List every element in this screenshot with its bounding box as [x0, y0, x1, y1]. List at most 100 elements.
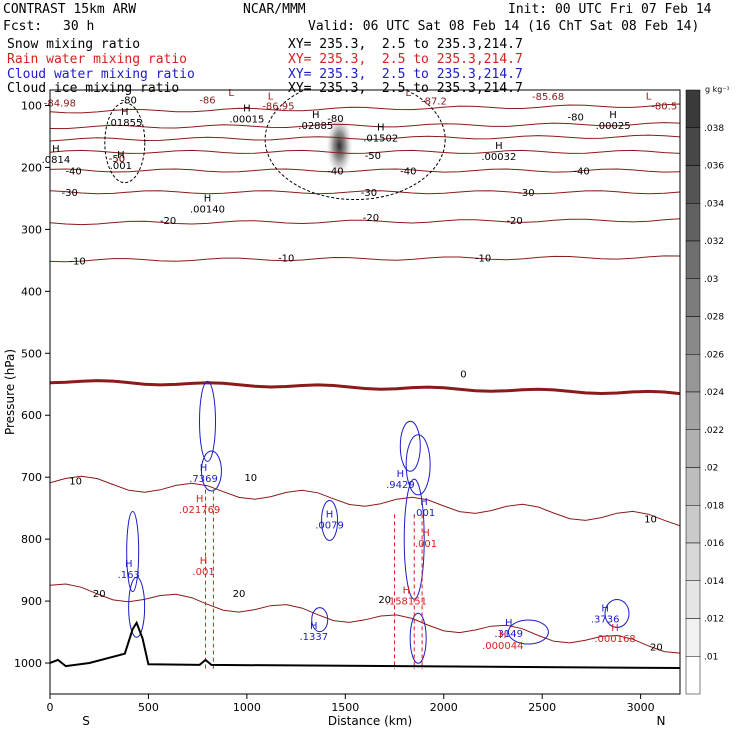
cloud-water-contour: [311, 607, 329, 633]
isotherm-label: 20: [378, 595, 391, 606]
plot-frame: [49, 89, 681, 695]
snow-shading: [326, 115, 353, 176]
x-tick-label: 2000: [430, 701, 458, 714]
colorbar-tick-label: .034: [704, 199, 724, 209]
extremum-value: .7369: [189, 474, 218, 485]
cloud-water-contour: [405, 434, 431, 496]
extremum-value: .01502: [363, 133, 398, 144]
isotherm-label: -20: [160, 216, 176, 227]
high-marker: H: [601, 604, 609, 615]
valid-time: Valid: 06 UTC Sat 08 Feb 14 (16 ChT Sat …: [308, 19, 700, 34]
isotherm-label: -50: [109, 154, 125, 165]
isotherm-line: [50, 379, 680, 396]
colorbar-swatch: [685, 505, 701, 544]
x-end-left: S: [82, 714, 90, 728]
x-tick-label: 3000: [627, 701, 655, 714]
extremum-value: .3736: [591, 615, 620, 626]
isotherm-label: -40: [65, 167, 81, 178]
high-marker: H: [312, 110, 320, 121]
init-time: Init: 00 UTC Fri 07 Feb 14: [508, 2, 712, 17]
extremum-value: .0079: [315, 520, 344, 531]
colorbar-tick-label: .03: [704, 275, 718, 285]
y-tick-label: 1000: [14, 657, 42, 670]
colorbar-tick-label: .02: [704, 464, 718, 474]
y-tick-label: 700: [21, 471, 42, 484]
isotherm-label: -30: [518, 188, 534, 199]
legend-snow-xy: XY= 235.3, 2.5 to 235.3,214.7: [288, 37, 523, 52]
terrain-line: [50, 620, 680, 669]
isotherm-label: -86: [199, 95, 215, 106]
extremum-value: .0814: [42, 155, 71, 166]
isotherm-label: -20: [363, 213, 379, 224]
x-end-right: N: [657, 714, 666, 728]
isotherm-label: -86.95: [262, 101, 294, 112]
x-tick-label: 0: [47, 701, 54, 714]
extremum-value: .001: [192, 567, 214, 578]
isotherm-line: [50, 134, 680, 142]
colorbar: .038 .036 .034 .032 .03 .028 .026 .024 .022 .02 .0…: [685, 89, 724, 695]
cloud-water-contour: [321, 500, 339, 542]
high-marker: H: [505, 618, 513, 629]
high-marker: H: [403, 586, 411, 597]
high-marker: H: [204, 194, 212, 205]
colorbar-tick-label: .032: [704, 237, 724, 247]
high-marker: H: [121, 107, 129, 118]
x-axis-title: Distance (km): [328, 714, 412, 728]
high-marker: H: [117, 150, 125, 161]
extremum-value: .021769: [179, 505, 220, 516]
colorbar-tick-label: .016: [704, 539, 724, 549]
x-tick-label: 2500: [528, 701, 556, 714]
isotherm-label: -87.2: [421, 97, 447, 108]
high-marker: H: [243, 104, 251, 115]
isotherm-line: [50, 103, 680, 114]
high-marker: H: [499, 630, 507, 641]
isotherm-label: -30: [361, 188, 377, 199]
isotherm-label: -80.5: [651, 101, 677, 112]
colorbar-tick-label: .012: [704, 615, 724, 625]
colorbar-swatch: [685, 391, 701, 430]
isotherm-line: [50, 122, 680, 130]
low-marker: L: [228, 88, 234, 99]
y-tick-label: 200: [21, 161, 42, 174]
cloud-water-contour: [199, 380, 216, 462]
colorbar-swatch: [685, 316, 701, 355]
y-tick-label: 400: [21, 285, 42, 298]
colorbar-tick-label: .014: [704, 577, 724, 587]
y-tick-label: 600: [21, 409, 42, 422]
high-marker: H: [422, 528, 430, 539]
extremum-value: .001: [110, 161, 132, 172]
extremum-value: .9429: [386, 480, 415, 491]
isotherm-label: -50: [109, 154, 125, 165]
extremum-value: .00032: [481, 152, 516, 163]
isotherm-line: [50, 149, 680, 154]
high-marker: H: [326, 509, 334, 520]
high-marker: H: [495, 141, 503, 152]
colorbar-tick-label: .038: [704, 124, 724, 134]
high-marker: H: [377, 122, 385, 133]
extremum-value: .01855: [107, 118, 142, 129]
extremum-value: .02885: [298, 121, 333, 132]
colorbar-tick-label: .026: [704, 350, 724, 360]
y-tick-label: 300: [21, 223, 42, 236]
isotherm-label: 20: [650, 642, 663, 653]
isotherm-label: 20: [93, 589, 106, 600]
high-marker: H: [125, 559, 133, 570]
isotherm-label: 10: [244, 473, 257, 484]
extremum-value: .000168: [594, 634, 635, 645]
high-marker: H: [397, 469, 405, 480]
high-marker: H: [200, 463, 208, 474]
isotherm-label: -40: [400, 167, 416, 178]
extremum-value: .3149: [494, 629, 523, 640]
cloud-water-contour: [126, 511, 140, 593]
cloud-water-contour: [604, 598, 630, 628]
extremum-value: .00015: [229, 115, 264, 126]
colorbar-tick-label: .028: [704, 313, 724, 323]
isotherm-line: [50, 168, 680, 173]
isotherm-label: -84.98: [44, 98, 76, 109]
isotherm-line: [50, 255, 680, 263]
isotherm-label: -80: [327, 114, 343, 125]
isotherm-label: -40: [327, 167, 343, 178]
isotherm-label: -40: [573, 167, 589, 178]
org-title: NCAR/MMM: [243, 2, 306, 17]
colorbar-swatch: [685, 429, 701, 468]
